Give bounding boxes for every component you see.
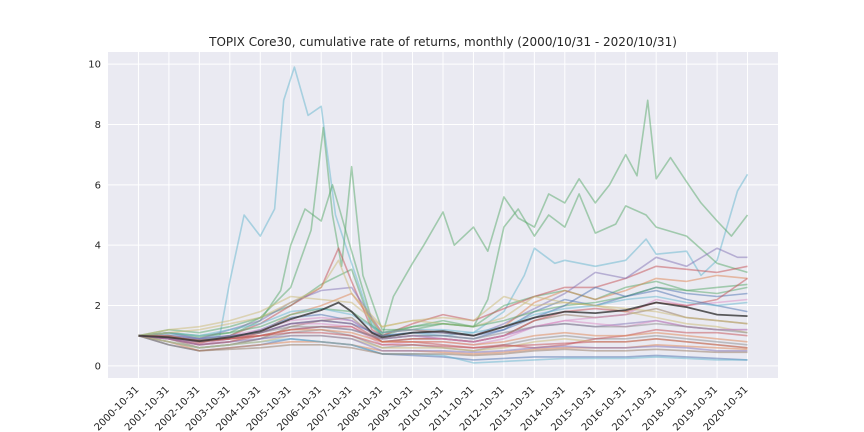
- series-line: [138, 331, 748, 349]
- y-tick-label: 0: [95, 361, 101, 372]
- y-tick-label: 6: [95, 180, 101, 191]
- chart-title: TOPIX Core30, cumulative rate of returns…: [208, 35, 677, 49]
- series-line: [138, 247, 748, 345]
- series-line: [138, 334, 748, 354]
- y-tick-label: 2: [95, 301, 101, 312]
- series-line: [138, 259, 748, 337]
- y-tick-label: 8: [95, 120, 101, 131]
- series-line: [138, 295, 748, 337]
- x-axis-ticks: 2000-10-312001-10-312002-10-312003-10-31…: [93, 384, 751, 432]
- series-line: [138, 319, 748, 349]
- series-line: [138, 283, 748, 337]
- average-line-group: [138, 301, 748, 343]
- series-line: [138, 316, 748, 343]
- y-tick-label: 4: [95, 241, 101, 252]
- y-axis-ticks: 0 2 4 6 8 10: [88, 60, 101, 373]
- series-line: [138, 334, 748, 355]
- y-tick-label: 10: [88, 60, 101, 71]
- series-line: [138, 99, 749, 339]
- series-line: [138, 334, 748, 357]
- average-line: [138, 301, 748, 343]
